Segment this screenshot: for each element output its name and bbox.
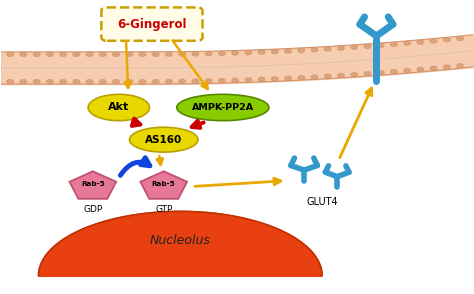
Circle shape [324, 74, 331, 78]
Circle shape [232, 51, 238, 55]
Circle shape [324, 47, 331, 51]
Circle shape [179, 79, 185, 83]
Circle shape [444, 38, 450, 42]
Circle shape [311, 75, 318, 79]
Circle shape [205, 52, 212, 56]
Text: Akt: Akt [108, 103, 129, 113]
Text: Nucleolus: Nucleolus [150, 234, 211, 247]
Text: GTP: GTP [155, 205, 173, 214]
Circle shape [377, 44, 384, 48]
Circle shape [165, 79, 172, 83]
Circle shape [311, 48, 318, 52]
Circle shape [86, 52, 93, 56]
Circle shape [100, 80, 106, 84]
Circle shape [417, 40, 424, 44]
Circle shape [351, 45, 357, 49]
Text: GLUT4: GLUT4 [306, 197, 338, 207]
Circle shape [60, 52, 66, 56]
Circle shape [404, 69, 410, 73]
Circle shape [139, 80, 146, 84]
Circle shape [258, 77, 265, 81]
Circle shape [33, 52, 40, 56]
Circle shape [272, 50, 278, 54]
Text: AMPK-PP2A: AMPK-PP2A [192, 103, 254, 112]
Circle shape [232, 78, 238, 82]
Circle shape [20, 52, 27, 56]
Circle shape [126, 52, 133, 56]
Circle shape [46, 52, 53, 56]
Circle shape [377, 71, 384, 75]
Circle shape [298, 76, 305, 80]
Circle shape [153, 52, 159, 56]
Text: Rab-5: Rab-5 [81, 181, 105, 187]
Circle shape [457, 64, 464, 68]
Text: AS160: AS160 [145, 135, 182, 145]
Circle shape [153, 80, 159, 84]
Circle shape [192, 52, 199, 56]
Ellipse shape [88, 94, 150, 121]
Circle shape [337, 74, 344, 78]
Ellipse shape [177, 94, 269, 121]
Circle shape [364, 44, 371, 49]
FancyBboxPatch shape [101, 7, 202, 41]
Circle shape [165, 52, 172, 56]
Circle shape [337, 46, 344, 50]
Circle shape [245, 78, 252, 82]
Circle shape [391, 42, 397, 46]
Circle shape [46, 80, 53, 84]
Circle shape [113, 52, 119, 56]
Circle shape [298, 48, 305, 52]
Polygon shape [70, 171, 116, 199]
Circle shape [430, 39, 437, 43]
Circle shape [272, 77, 278, 81]
Circle shape [351, 73, 357, 77]
Circle shape [417, 67, 424, 71]
Circle shape [126, 80, 133, 84]
Circle shape [139, 52, 146, 56]
Circle shape [86, 80, 93, 84]
Circle shape [20, 80, 27, 84]
Circle shape [364, 72, 371, 76]
Circle shape [285, 49, 292, 53]
Polygon shape [38, 211, 322, 276]
Circle shape [7, 52, 13, 56]
Circle shape [404, 41, 410, 45]
Circle shape [285, 76, 292, 80]
Circle shape [245, 51, 252, 55]
Circle shape [73, 52, 80, 56]
Circle shape [60, 80, 66, 84]
Text: 6-Gingerol: 6-Gingerol [117, 18, 187, 31]
Circle shape [73, 80, 80, 84]
Ellipse shape [129, 127, 198, 152]
Circle shape [444, 65, 450, 69]
Circle shape [219, 51, 225, 55]
Circle shape [457, 36, 464, 41]
Circle shape [430, 66, 437, 70]
Circle shape [100, 52, 106, 56]
Circle shape [7, 80, 13, 84]
Circle shape [258, 50, 265, 54]
Circle shape [113, 80, 119, 84]
Circle shape [33, 80, 40, 84]
Circle shape [192, 79, 199, 83]
Circle shape [179, 52, 185, 56]
Circle shape [205, 79, 212, 83]
Text: Rab-5: Rab-5 [152, 181, 176, 187]
Circle shape [219, 78, 225, 83]
Circle shape [391, 70, 397, 74]
Polygon shape [140, 171, 187, 199]
Text: GDP: GDP [83, 205, 102, 214]
